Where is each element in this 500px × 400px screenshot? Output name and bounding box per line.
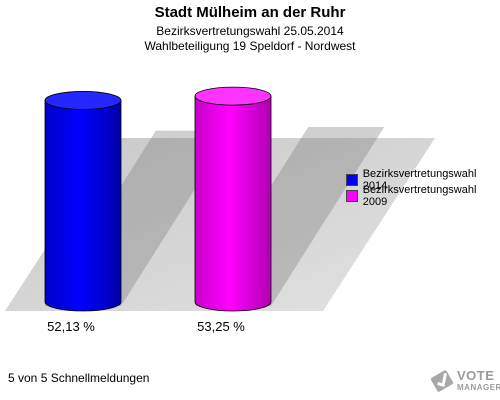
bar-2014-value-label: 52,13 % <box>47 319 95 334</box>
logo-text-vote: VOTE <box>457 368 495 383</box>
chart-subtitle-election: Bezirksvertretungswahl 25.05.2014 <box>156 24 344 38</box>
bar-2014-top <box>44 91 122 110</box>
legend-label-2009: Bezirksvertretungswahl 2009 <box>362 183 477 208</box>
chart-subtitle-district: Wahlbeteiligung 19 Speldorf - Nordwest <box>144 39 356 53</box>
legend-swatch-2014 <box>346 173 358 186</box>
bar-2014-body <box>44 100 122 312</box>
legend-label-2014: Bezirksvertretungswahl 2014 <box>362 167 477 192</box>
bar-2009-body <box>194 95 272 312</box>
bar-2014 <box>44 91 232 312</box>
bar-2009 <box>194 86 385 312</box>
footer-status: 5 von 5 Schnellmeldungen <box>8 371 150 385</box>
bar-2009-value-label: 53,25 % <box>197 319 245 334</box>
legend-item-2009: Bezirksvertretungswahl 2009 <box>346 184 500 208</box>
vote-manager-logo-icon <box>430 370 454 392</box>
chart-legend: Bezirksvertretungswahl 2014 Bezirksvertr… <box>346 168 500 208</box>
legend-swatch-2009 <box>346 189 358 202</box>
legend-item-2014: Bezirksvertretungswahl 2014 <box>346 168 500 192</box>
chart-title: Stadt Mülheim an der Ruhr <box>154 4 346 21</box>
logo-text-manager: MANAGER <box>457 383 500 392</box>
bar-2009-top <box>194 86 272 106</box>
